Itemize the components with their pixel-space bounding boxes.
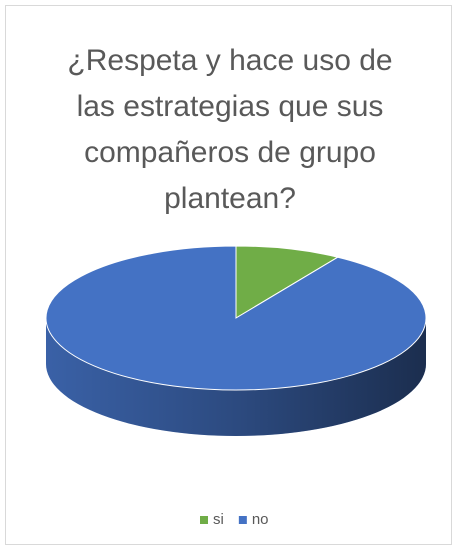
legend-swatch <box>200 516 208 524</box>
slice <box>45 245 427 391</box>
chart-frame <box>5 5 452 545</box>
legend-label: si <box>213 511 224 528</box>
legend-label: no <box>252 511 269 528</box>
legend-swatch <box>238 516 247 524</box>
slice-side-shade <box>46 318 426 436</box>
chart-title: ¿Respeta y hace uso de las estrategias q… <box>67 44 393 215</box>
slice <box>235 245 340 319</box>
